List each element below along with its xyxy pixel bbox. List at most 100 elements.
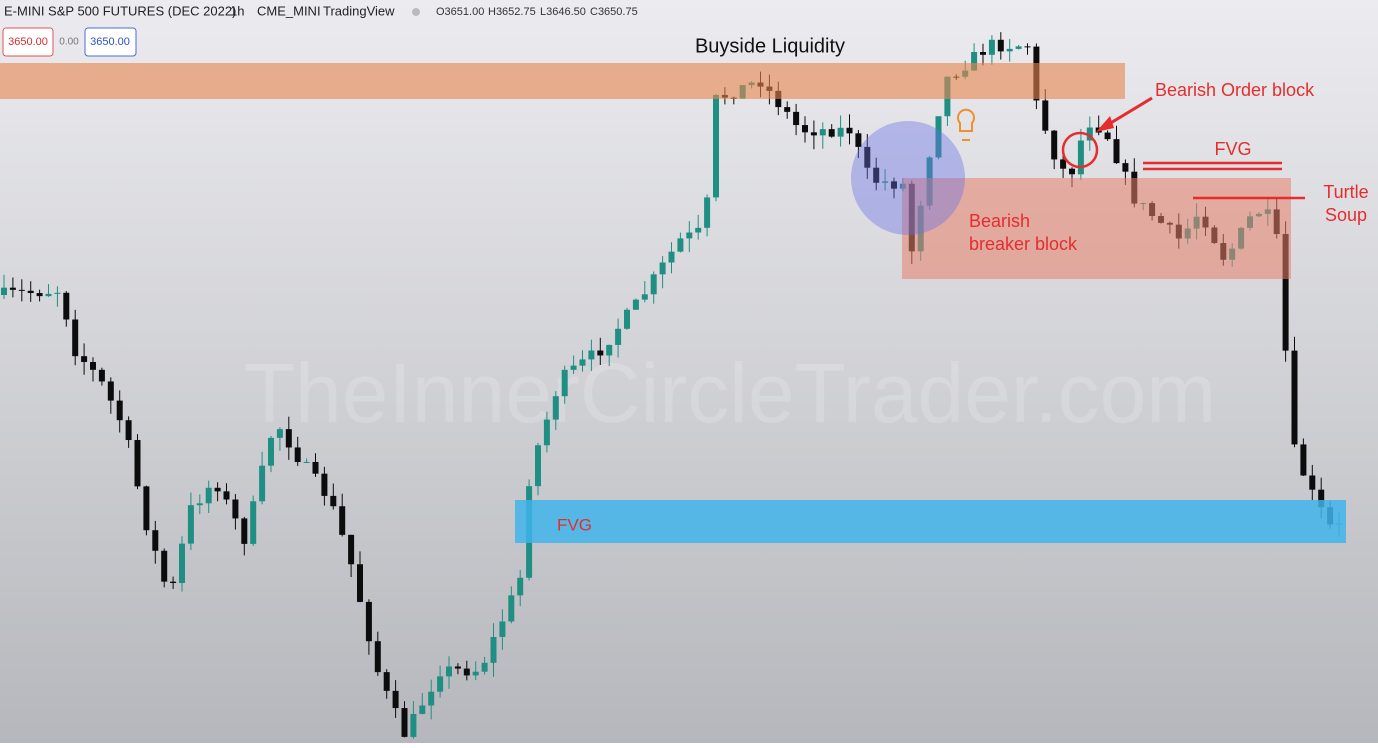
candle — [793, 111, 800, 126]
arrow-head — [1096, 116, 1114, 132]
candle — [624, 309, 630, 329]
candle — [365, 601, 372, 642]
spread: 0.00 — [59, 37, 79, 48]
candle — [632, 299, 639, 310]
candle — [63, 292, 70, 320]
candle — [1318, 489, 1325, 508]
candle — [223, 491, 230, 500]
candle — [971, 52, 978, 71]
annotation: Turtle — [1323, 182, 1368, 202]
candle — [686, 232, 693, 239]
candle — [1282, 234, 1289, 351]
candle — [855, 133, 862, 147]
candle — [1042, 100, 1049, 131]
candle — [170, 581, 177, 584]
candle — [446, 666, 452, 677]
buy-price[interactable]: 3650.00 — [90, 36, 130, 48]
candle — [597, 350, 604, 356]
candle — [107, 381, 114, 401]
candle — [997, 39, 1004, 52]
source: TradingView — [323, 3, 395, 18]
breaker-zone — [902, 178, 1291, 279]
candle — [303, 461, 310, 463]
ohlc-open: O3651.00 — [436, 6, 484, 18]
candle — [570, 365, 577, 370]
candle — [401, 708, 408, 737]
candle — [54, 292, 61, 294]
candle — [659, 262, 666, 275]
sell-price[interactable]: 3650.00 — [8, 36, 48, 48]
candle — [579, 359, 586, 366]
candle — [873, 167, 880, 183]
candle — [846, 127, 853, 134]
candle — [1291, 350, 1298, 445]
candle — [837, 127, 844, 137]
candle — [1300, 444, 1307, 476]
candle — [828, 129, 835, 137]
candle — [508, 595, 515, 622]
candle — [383, 672, 390, 691]
exchange: CME_MINI — [257, 3, 321, 18]
fvg-zone — [515, 500, 1346, 543]
candle — [463, 668, 470, 676]
candle — [276, 429, 283, 438]
candle — [18, 289, 25, 291]
interval: 1h — [230, 3, 244, 18]
ohlc-close: C3650.75 — [590, 6, 638, 18]
candle — [196, 503, 203, 506]
candle — [935, 116, 942, 158]
candle — [27, 290, 34, 294]
idea-icon — [957, 108, 975, 141]
candle — [1309, 475, 1316, 490]
candle — [561, 369, 568, 397]
annotation: FVG — [557, 515, 592, 534]
candle — [668, 251, 675, 263]
candle — [543, 419, 550, 446]
candle — [116, 400, 123, 421]
candle — [392, 690, 399, 709]
candle — [143, 486, 150, 531]
annotation: Bearish Order block — [1155, 80, 1315, 100]
candle — [98, 369, 105, 382]
candle — [499, 621, 506, 637]
candle — [1069, 168, 1075, 175]
buyside-zone — [0, 63, 1125, 99]
candle — [134, 440, 141, 487]
candle — [472, 671, 479, 676]
annotation: Soup — [1325, 205, 1367, 225]
candle — [419, 705, 426, 714]
candle — [490, 636, 497, 663]
candle — [45, 293, 52, 297]
candle — [9, 287, 16, 290]
candle — [81, 356, 88, 363]
watermark: TheInnerCircleTrader.com — [244, 346, 1217, 440]
candle — [259, 465, 266, 502]
candle — [250, 501, 257, 544]
candle — [454, 666, 461, 669]
symbol: E-MINI S&P 500 FUTURES (DEC 2022) — [4, 3, 236, 18]
candle — [615, 328, 622, 345]
candle — [819, 129, 826, 136]
candle — [641, 294, 648, 300]
buy-button[interactable] — [84, 27, 137, 57]
candle — [374, 641, 381, 673]
sell-button[interactable] — [2, 27, 54, 57]
candle — [882, 181, 889, 183]
candle — [1, 287, 7, 295]
candle — [72, 319, 79, 357]
candle — [312, 461, 319, 474]
candle — [90, 362, 96, 370]
candle — [1006, 48, 1013, 52]
candle — [481, 662, 488, 672]
candle — [988, 39, 995, 55]
candle — [285, 429, 292, 448]
candle — [125, 420, 132, 441]
candle — [864, 146, 871, 168]
candle — [606, 344, 613, 356]
candle — [161, 550, 168, 582]
candle — [268, 437, 274, 466]
candle — [205, 487, 212, 504]
candle — [1077, 140, 1084, 175]
candle — [1051, 130, 1058, 160]
